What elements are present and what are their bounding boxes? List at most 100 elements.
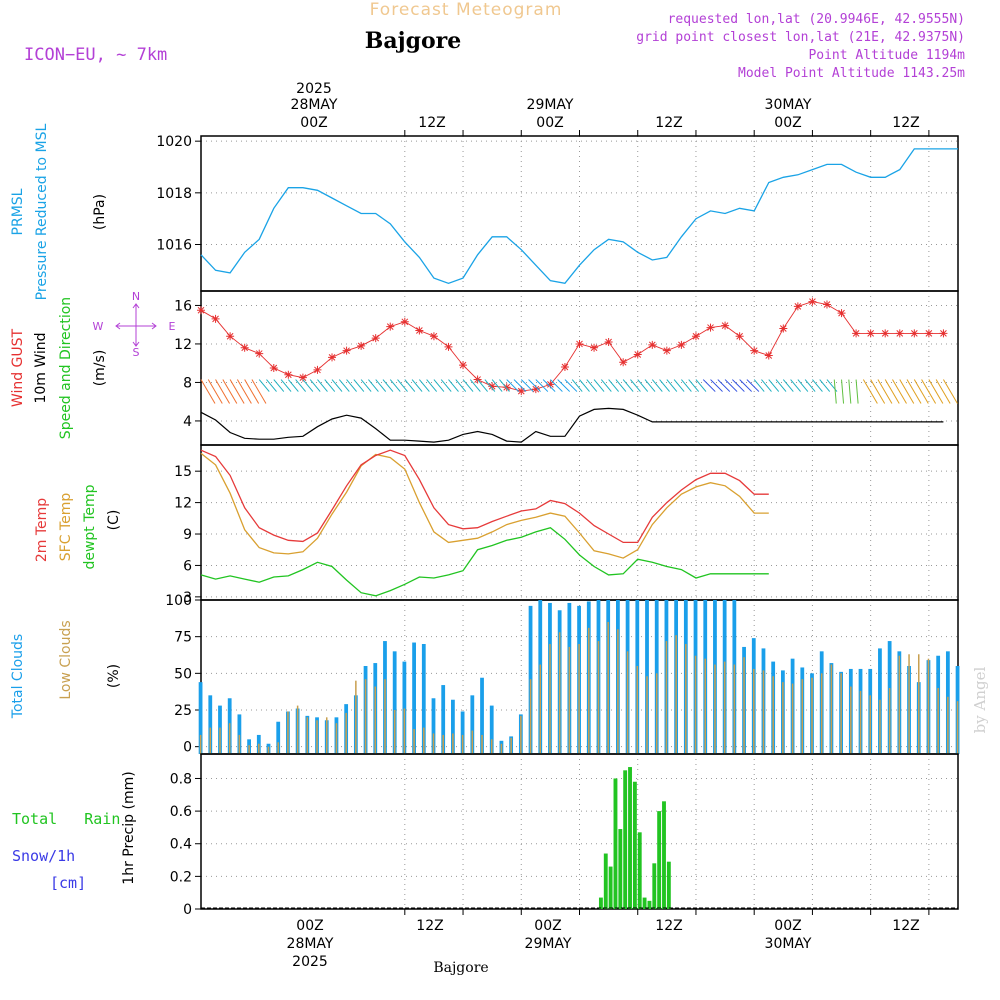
- total-cloud-bar: [451, 699, 455, 754]
- rain-bar: [632, 781, 637, 909]
- low-cloud-bar: [850, 686, 852, 754]
- low-cloud-bar: [743, 657, 745, 754]
- total-cloud-bar: [441, 685, 446, 754]
- low-cloud-bar: [704, 658, 706, 754]
- low-cloud-bar: [646, 676, 648, 754]
- wind-arrow: [491, 379, 503, 392]
- rain-bar: [642, 897, 647, 909]
- y-tick-label: 6: [183, 558, 192, 574]
- total-cloud-bar: [276, 721, 281, 754]
- y-tick-label: 8: [183, 375, 192, 391]
- temp-panel: 3 6 9 12 15: [174, 444, 959, 606]
- rain-bar: [666, 861, 671, 909]
- wind-unit: (m/s): [92, 350, 108, 387]
- gust-marker: [939, 329, 948, 338]
- rain-bar: [603, 853, 608, 909]
- wind-arrow: [841, 379, 845, 404]
- wind-arrow: [761, 379, 772, 392]
- dew-label: dewpt Temp: [82, 484, 98, 569]
- low-cloud-bar: [248, 745, 250, 754]
- pressure-panel: 1016 1018 1020: [156, 134, 959, 292]
- low-cloud-bar: [753, 668, 755, 754]
- low-cloud-bar: [762, 670, 765, 754]
- top-day-2: 29MAY: [527, 97, 574, 113]
- low-cloud-bar: [413, 729, 415, 754]
- wind-arrow: [382, 379, 394, 392]
- wind-arrow: [448, 379, 459, 392]
- rain-bar: [652, 863, 657, 909]
- total-cloud-bar: [421, 644, 426, 754]
- wind-arrow: [732, 379, 745, 392]
- wind-arrow: [215, 379, 230, 404]
- wind-arrow: [739, 379, 752, 392]
- wind-arrow: [280, 379, 292, 392]
- low-cloud-bar: [442, 734, 444, 754]
- low-cloud-bar: [840, 673, 842, 754]
- wind-arrow: [375, 379, 387, 392]
- compass-e: E: [169, 320, 176, 333]
- y-tick-label: 1020: [156, 134, 192, 150]
- total-cloud-bar: [412, 642, 416, 754]
- precip-unit: 1hr Precip (mm): [121, 771, 137, 884]
- low-cloud-bar: [355, 680, 357, 754]
- wind-arrow: [513, 379, 527, 392]
- low-cloud-bar: [801, 679, 804, 754]
- low-cloud-bar: [597, 641, 600, 754]
- panel-frame: [200, 135, 959, 292]
- wind-arrow: [222, 379, 238, 404]
- low-cloud-bar: [549, 644, 551, 754]
- wind-arrow: [935, 379, 951, 404]
- rain-bar: [598, 897, 603, 909]
- wind-arrow: [579, 379, 590, 392]
- y-tick-label: 12: [174, 496, 192, 512]
- wind-arrow: [469, 379, 481, 392]
- wind-label: 10m Wind: [33, 332, 49, 403]
- wind-arrow: [506, 379, 520, 392]
- rain-bar: [662, 801, 666, 909]
- wind-arrow: [520, 379, 534, 392]
- low-cloud-bar: [947, 696, 949, 754]
- rain-bar: [608, 866, 613, 909]
- wind-panel: 4 8 12 16: [174, 290, 959, 446]
- compass-n: N: [132, 290, 140, 303]
- wind-arrow: [324, 379, 336, 392]
- bottom-day-3: 30MAY: [765, 936, 812, 952]
- wind-arrow: [622, 379, 634, 392]
- wind-arrow: [862, 379, 878, 404]
- low-cloud-bar: [617, 629, 619, 754]
- pressure-label-2: Pressure Reduced to MSL: [34, 123, 50, 300]
- panel-frame: [200, 444, 959, 601]
- wind-arrow: [317, 379, 328, 392]
- compass-s: S: [133, 346, 140, 359]
- model-altitude: Model Point Altitude 1143.25m: [738, 66, 965, 81]
- low-cloud-bar: [908, 654, 910, 754]
- wind-arrow: [295, 379, 307, 392]
- y-tick-label: 75: [174, 630, 192, 646]
- low-cloud-bar: [277, 742, 279, 754]
- low-cloud-bar: [685, 644, 687, 754]
- low-cloud-bar: [578, 644, 580, 754]
- low-cloud-bar: [927, 658, 930, 754]
- wind-arrow: [200, 379, 216, 404]
- y-tick-label: 3: [183, 590, 192, 606]
- wind-arrow: [244, 379, 260, 404]
- wind-arrow: [542, 379, 556, 392]
- wind-arrow: [797, 379, 809, 392]
- total-cloud-bar: [402, 661, 407, 754]
- bottom-day-1: 28MAY: [287, 936, 334, 952]
- requested-coords: requested lon,lat (20.9946E, 42.9555N): [668, 12, 965, 27]
- wind-arrow: [782, 379, 794, 392]
- y-tick-label: 4: [183, 414, 192, 430]
- wind-arrow: [790, 379, 801, 392]
- wind-arrow: [418, 379, 430, 392]
- total-cloud-bar: [208, 695, 213, 754]
- low-cloud-bar: [345, 712, 347, 754]
- pressure-line: [200, 148, 958, 285]
- bottom-hour-1: 00Z: [296, 918, 323, 934]
- wind-arrow: [287, 379, 299, 392]
- wind-arrow: [855, 379, 859, 404]
- low-cloud-bar: [432, 733, 435, 754]
- wind-arrow: [921, 379, 937, 404]
- wind-arrow: [637, 379, 649, 392]
- wind-arrow: [360, 379, 372, 392]
